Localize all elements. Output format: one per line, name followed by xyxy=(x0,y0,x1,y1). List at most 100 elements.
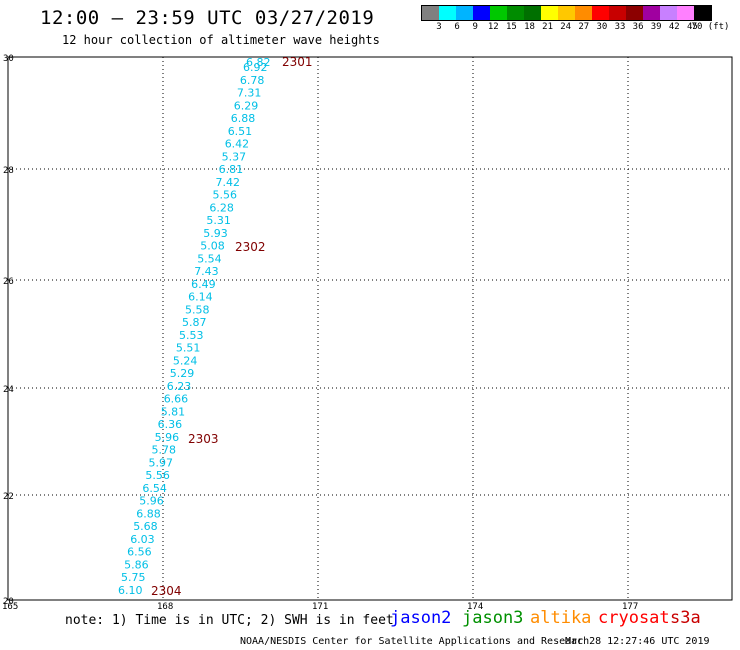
swh-value: 6.56 xyxy=(127,546,152,559)
page-subtitle: 12 hour collection of altimeter wave hei… xyxy=(62,33,380,47)
swh-value: 5.96 xyxy=(139,495,164,508)
swh-value: 6.03 xyxy=(130,533,155,546)
swh-value: 5.81 xyxy=(161,405,186,418)
lat-label: 26 xyxy=(3,277,14,287)
legend-labels: 3 6 9 12 15 18 21 24 27 30 33 36 39 42 45 70 (ft) xyxy=(421,22,740,36)
swh-value: 7.42 xyxy=(216,176,241,189)
legend-swatch xyxy=(541,6,558,20)
satellite-s3a: s3a xyxy=(670,608,701,628)
legend-swatch xyxy=(660,6,677,20)
swh-value: 5.51 xyxy=(176,342,201,355)
lon-label: 171 xyxy=(312,602,328,612)
swh-value: 6.36 xyxy=(158,418,183,431)
satellite-cryosat: cryosat xyxy=(598,608,670,628)
swh-value: 6.14 xyxy=(188,291,213,304)
swh-value: 5.56 xyxy=(213,189,238,202)
legend-label: 6 xyxy=(454,22,460,32)
legend-swatch xyxy=(524,6,541,20)
swh-value: 5.93 xyxy=(203,227,228,240)
lon-label: 174 xyxy=(467,602,483,612)
swh-value: 5.97 xyxy=(149,456,174,469)
legend-swatch xyxy=(439,6,456,20)
lat-label: 20 xyxy=(3,597,14,607)
swh-value: 6.49 xyxy=(191,278,216,291)
legend-swatch xyxy=(626,6,643,20)
legend-label: 18 xyxy=(524,22,535,32)
legend-label: 36 xyxy=(632,22,644,32)
swh-value: 5.86 xyxy=(124,559,149,572)
legend-label: 21 xyxy=(542,22,554,32)
swh-value: 5.87 xyxy=(182,316,207,329)
swh-value: 5.56 xyxy=(145,469,170,482)
swh-value: 6.29 xyxy=(234,99,258,112)
swh-value: 6.81 xyxy=(219,163,244,176)
swh-value: 6.54 xyxy=(142,482,167,495)
lat-label: 30 xyxy=(3,54,14,64)
legend-label: 12 xyxy=(487,22,499,32)
legend-label: 9 xyxy=(472,22,478,32)
pass-time-label: 2302 xyxy=(235,240,266,254)
swh-value: 5.68 xyxy=(133,520,158,533)
legend-swatch xyxy=(677,6,694,20)
swh-value: 7.43 xyxy=(194,265,219,278)
swh-value: 6.10 xyxy=(118,584,143,597)
legend-label: 70 (ft) xyxy=(691,22,730,32)
swh-value: 6.92 xyxy=(243,61,268,74)
pass-time-label: 2303 xyxy=(188,432,219,446)
legend-swatch xyxy=(694,6,711,20)
legend-swatch xyxy=(575,6,592,20)
legend-label: 33 xyxy=(614,22,626,32)
legend-swatch xyxy=(490,6,507,20)
lon-label: 177 xyxy=(622,602,638,612)
legend-swatch xyxy=(609,6,626,20)
swh-value: 5.37 xyxy=(222,150,247,163)
swh-track: 6.826.926.787.316.296.886.516.425.376.81… xyxy=(118,56,271,597)
page-title: 12:00 — 23:59 UTC 03/27/2019 xyxy=(40,7,375,29)
legend-label: 45 xyxy=(686,22,698,32)
legend-swatch xyxy=(473,6,490,20)
legend-label: 3 xyxy=(436,22,442,32)
satellite-jason2: jason2 xyxy=(390,608,452,628)
legend-swatch xyxy=(507,6,524,20)
swh-value: 6.82 xyxy=(246,56,271,69)
legend-label: 30 xyxy=(596,22,608,32)
legend-swatch xyxy=(456,6,473,20)
lon-label: 168 xyxy=(157,602,173,612)
pass-time-label: 2301 xyxy=(282,55,313,69)
legend-label: 24 xyxy=(560,22,572,32)
swh-value: 5.24 xyxy=(173,354,198,367)
legend-label: 42 xyxy=(668,22,680,32)
footer-note: note: 1) Time is in UTC; 2) SWH is in fe… xyxy=(65,613,394,628)
credit-line: NOAA/NESDIS Center for Satellite Applica… xyxy=(240,636,590,647)
lon-label: 165 xyxy=(2,602,18,612)
swh-value: 6.78 xyxy=(240,74,265,87)
swh-value: 6.23 xyxy=(167,380,192,393)
map-frame xyxy=(7,56,733,601)
legend-swatch xyxy=(592,6,609,20)
swh-value: 5.54 xyxy=(197,252,222,265)
lat-label: 22 xyxy=(3,492,14,502)
swh-value: 5.58 xyxy=(185,303,210,316)
satellite-jason3: jason3 xyxy=(462,608,524,628)
swh-value: 6.28 xyxy=(209,201,234,214)
generated-timestamp: Mar 28 12:27:46 UTC 2019 xyxy=(565,636,710,647)
legend-swatch xyxy=(643,6,660,20)
color-legend: 3 6 9 12 15 18 21 24 27 30 33 36 39 42 45 70 (ft) xyxy=(421,5,729,32)
swh-value: 6.42 xyxy=(225,138,250,151)
swh-value: 5.75 xyxy=(121,571,146,584)
swh-value: 5.78 xyxy=(152,444,177,457)
lat-label: 24 xyxy=(3,385,14,395)
swh-value: 5.53 xyxy=(179,329,204,342)
legend-swatch xyxy=(422,6,439,20)
swh-value: 7.31 xyxy=(237,87,262,100)
time-labels: 2301 2302 2303 2304 xyxy=(151,55,313,598)
swh-value: 5.29 xyxy=(170,367,195,380)
map-grid xyxy=(8,57,732,600)
legend-label: 39 xyxy=(650,22,662,32)
legend-swatches xyxy=(421,5,712,21)
legend-label: 15 xyxy=(505,22,517,32)
pass-time-label: 2304 xyxy=(151,584,182,598)
swh-value: 6.66 xyxy=(164,393,189,406)
